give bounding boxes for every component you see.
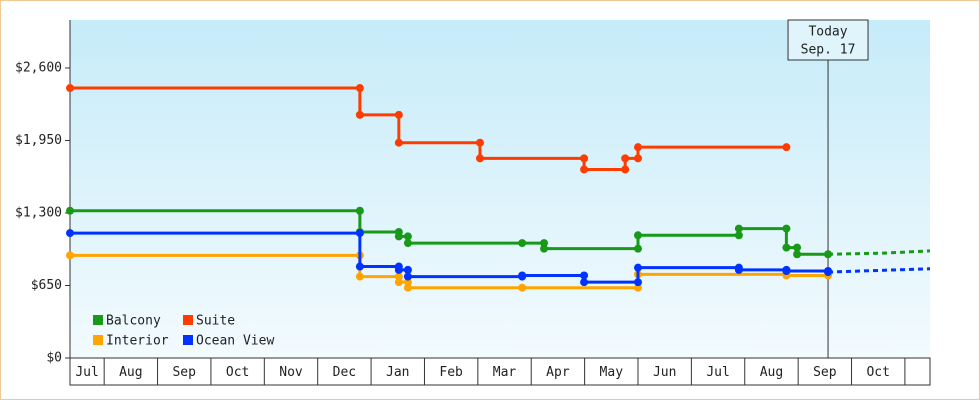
today-date: Sep. 17 bbox=[801, 43, 856, 58]
corner-point bbox=[793, 243, 802, 252]
x-tick-label: Apr bbox=[546, 365, 570, 380]
x-tick-label: Dec bbox=[333, 365, 356, 380]
x-tick-label: Aug bbox=[760, 365, 783, 380]
corner-point bbox=[621, 165, 630, 174]
y-tick-label: $2,600 bbox=[15, 60, 62, 75]
legend-label: Suite bbox=[196, 314, 235, 329]
y-tick-label: $1,300 bbox=[15, 205, 62, 220]
corner-point bbox=[394, 110, 403, 119]
corner-point bbox=[734, 231, 743, 240]
x-tick-label: Mar bbox=[493, 365, 517, 380]
corner-point bbox=[355, 84, 364, 93]
x-tick-label: Sep bbox=[813, 365, 837, 380]
price-point bbox=[580, 278, 589, 287]
corner-point bbox=[633, 154, 642, 163]
legend-swatch bbox=[183, 315, 193, 325]
price-point bbox=[475, 154, 484, 163]
price-point bbox=[824, 250, 833, 259]
today-box bbox=[787, 19, 869, 61]
corner-point bbox=[475, 138, 484, 147]
corner-point bbox=[355, 229, 364, 238]
price-point bbox=[403, 283, 412, 292]
price-point bbox=[518, 239, 527, 248]
price-point bbox=[403, 239, 412, 248]
price-point bbox=[580, 165, 589, 174]
price-point bbox=[355, 262, 364, 271]
price-point bbox=[633, 263, 642, 272]
corner-point bbox=[403, 278, 412, 287]
corner-point bbox=[633, 244, 642, 253]
corner-point bbox=[540, 239, 549, 248]
corner-point bbox=[403, 265, 412, 274]
price-point bbox=[394, 232, 403, 241]
corner-point bbox=[403, 232, 412, 241]
price-point bbox=[518, 283, 527, 292]
price-point bbox=[66, 84, 74, 93]
corner-point bbox=[355, 206, 364, 215]
y-tick-label: $1,950 bbox=[15, 133, 62, 148]
price-point bbox=[824, 268, 833, 277]
corner-point bbox=[633, 278, 642, 287]
corner-point bbox=[580, 271, 589, 280]
price-point bbox=[355, 110, 364, 119]
legend-swatch bbox=[183, 335, 193, 345]
price-point bbox=[734, 265, 743, 274]
price-point bbox=[633, 143, 642, 152]
price-point bbox=[394, 265, 403, 274]
plot-area bbox=[70, 20, 930, 358]
x-tick-label: Oct bbox=[226, 365, 249, 380]
x-tick-label: Feb bbox=[439, 365, 463, 380]
today-label: Today bbox=[808, 25, 847, 40]
forecast-line bbox=[828, 249, 931, 256]
price-point bbox=[540, 244, 549, 253]
price-point bbox=[355, 272, 364, 281]
price-point bbox=[66, 206, 74, 215]
legend-label: Ocean View bbox=[196, 334, 274, 349]
corner-point bbox=[633, 283, 642, 292]
legend-swatch bbox=[93, 315, 103, 325]
price-point bbox=[403, 272, 412, 281]
corner-point bbox=[394, 272, 403, 281]
x-tick-label: Jan bbox=[386, 365, 409, 380]
price-point bbox=[621, 154, 630, 163]
x-tick-label: Aug bbox=[119, 365, 142, 380]
x-tick-label: Nov bbox=[279, 365, 303, 380]
legend-label: Interior bbox=[106, 334, 169, 349]
x-tick-label: Sep bbox=[172, 365, 196, 380]
price-point bbox=[793, 250, 802, 259]
price-point bbox=[633, 231, 642, 240]
price-point bbox=[782, 266, 791, 275]
corner-point bbox=[782, 224, 791, 233]
y-tick-label: $650 bbox=[31, 278, 62, 293]
corner-point bbox=[580, 154, 589, 163]
x-tick-label: Oct bbox=[866, 365, 889, 380]
legend-label: Balcony bbox=[106, 314, 161, 329]
y-tick-label: $0 bbox=[46, 351, 62, 366]
x-tick-label: Jun bbox=[653, 365, 676, 380]
price-point bbox=[66, 251, 74, 260]
price-point bbox=[66, 229, 74, 238]
x-tick-label: May bbox=[600, 365, 624, 380]
x-tick-label: Jul bbox=[706, 365, 729, 380]
price-point bbox=[782, 143, 791, 152]
price-point bbox=[394, 138, 403, 147]
price-point bbox=[394, 278, 403, 287]
price-point bbox=[734, 224, 743, 233]
x-tick-label: Jul bbox=[75, 365, 98, 380]
forecast-line bbox=[827, 267, 931, 274]
price-point bbox=[518, 271, 527, 280]
legend-swatch bbox=[93, 335, 103, 345]
price-point bbox=[782, 243, 791, 252]
